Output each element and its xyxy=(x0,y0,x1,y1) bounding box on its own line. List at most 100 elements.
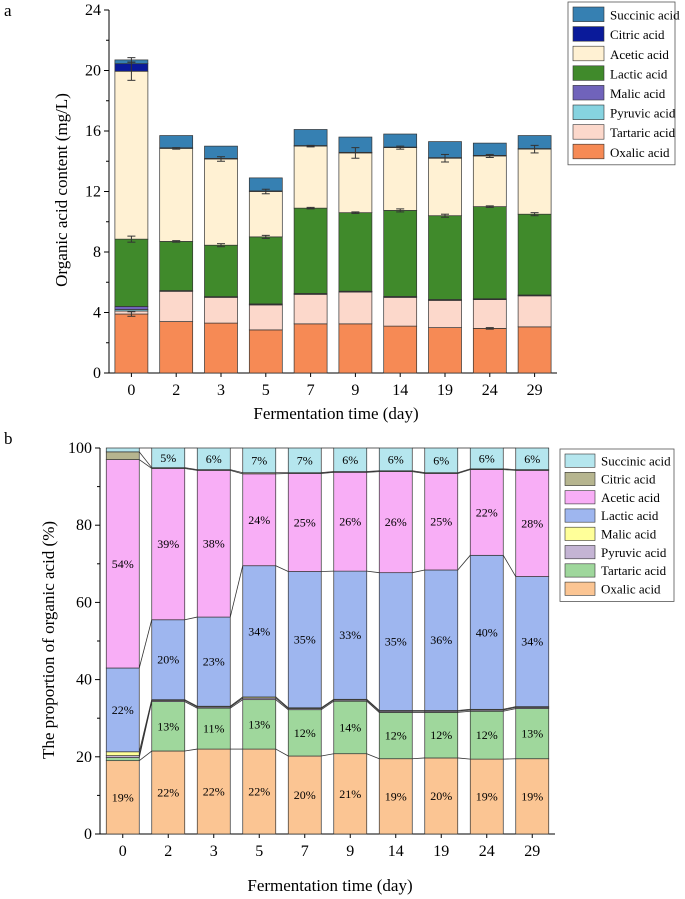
chart-a-legend-label-citric-acid: Citric acid xyxy=(610,27,665,42)
chart-b-bar-tartaric-acid-7 xyxy=(287,709,322,757)
chart-b-bar-oxalic-acid-29 xyxy=(515,758,550,835)
chart-b-connector-line xyxy=(412,757,425,760)
chart-b-legend-label-acetic-acid: Acetic acid xyxy=(601,490,660,505)
chart-b-legend-swatch-citric-acid xyxy=(564,471,596,486)
chart-b-connector-line xyxy=(503,708,516,712)
chart-a-legend-label-oxalic-acid: Oxalic acid xyxy=(610,145,670,160)
chart-a-bar-lactic-acid-7 xyxy=(293,207,328,294)
chart-b-bar-lactic-acid-2 xyxy=(151,619,186,701)
chart-b-data-label: 19% xyxy=(476,790,498,804)
chart-b-connector-line xyxy=(275,697,289,709)
chart-a-xtick-label: 5 xyxy=(262,382,270,399)
chart-b-bar-lactic-acid-7 xyxy=(287,571,322,709)
chart-a-ytick-label: 20 xyxy=(85,63,101,80)
chart-b-data-label: 6% xyxy=(479,451,495,465)
chart-a-bar-lactic-acid-0 xyxy=(114,238,149,307)
chart-b-connector-line xyxy=(457,710,471,713)
chart-a-bar-acetic-acid-0 xyxy=(114,70,149,240)
chart-b-connector-line xyxy=(184,701,198,709)
chart-b-bar-succinic-acid-24 xyxy=(469,447,504,470)
chart-b-data-label: 35% xyxy=(385,635,407,649)
chart-a-xtick-label: 7 xyxy=(307,382,315,399)
chart-b-data-label: 7% xyxy=(297,453,313,467)
chart-b-data-label: 25% xyxy=(294,515,316,529)
chart-a-xtick-label: 3 xyxy=(217,382,225,399)
chart-b-data-label: 34% xyxy=(248,624,270,638)
chart-b-bar-acetic-acid-9 xyxy=(333,471,368,572)
chart-b-data-label: 20% xyxy=(157,653,179,667)
chart-a-bar-acetic-acid-2 xyxy=(159,148,194,242)
chart-b-connector-line xyxy=(457,708,471,711)
chart-b-bar-tartaric-acid-19 xyxy=(424,712,459,759)
chart-a-bar-tartaric-acid-5 xyxy=(248,304,283,331)
chart-a-ytick-label: 8 xyxy=(93,244,101,261)
chart-b-connector-line xyxy=(321,753,334,757)
chart-b-connector-line xyxy=(457,469,471,474)
chart-b-connector-line xyxy=(230,469,243,474)
chart-b-legend-label-succinic-acid: Succinic acid xyxy=(601,453,671,468)
chart-a-bar-acetic-acid-5 xyxy=(248,191,283,238)
chart-a-bar-oxalic-acid-5 xyxy=(248,329,283,374)
chart-b-legend-swatch-tartaric-acid xyxy=(564,563,596,578)
chart-a-bar-lactic-acid-2 xyxy=(159,241,194,291)
chart-a-bar-succinic-acid-24 xyxy=(472,142,507,156)
chart-b-bar-acetic-acid-5 xyxy=(242,473,277,567)
chart-a-bar-acetic-acid-9 xyxy=(338,152,373,214)
chart-b-bar-succinic-acid-3 xyxy=(196,447,231,470)
chart-b-connector-line xyxy=(503,707,516,711)
chart-a-bar-lactic-acid-3 xyxy=(204,244,238,297)
chart-b-connector-line xyxy=(366,700,380,713)
chart-b-bar-succinic-acid-14 xyxy=(378,447,413,472)
chart-a-bar-tartaric-acid-7 xyxy=(293,294,328,325)
chart-b: 0 20 40 60 80 100 0 2 3 5 7 9 14 19 24 29 The proportio… xyxy=(39,440,675,895)
chart-b-bar-tartaric-acid-3 xyxy=(196,707,231,750)
chart-b-connector-line xyxy=(184,700,198,708)
chart-b-connector-line xyxy=(457,555,471,571)
chart-b-bar-tartaric-acid-0 xyxy=(105,757,140,762)
chart-b-bar-acetic-acid-14 xyxy=(378,471,413,574)
chart-b-connector-line xyxy=(230,699,243,709)
chart-b-data-label: 38% xyxy=(203,537,225,551)
chart-b-data-label: 12% xyxy=(476,728,498,742)
chart-a-bar-lactic-acid-19 xyxy=(428,215,462,300)
chart-a-xtick-label: 0 xyxy=(127,382,135,399)
chart-a-bar-lactic-acid-9 xyxy=(338,212,373,292)
chart-b-bar-lactic-acid-3 xyxy=(196,616,231,707)
chart-b-bar-oxalic-acid-14 xyxy=(378,758,413,835)
chart-a-legend-label-acetic-acid: Acetic acid xyxy=(610,47,669,62)
chart-a-ytick-label: 16 xyxy=(85,123,101,140)
chart-b-connector-line xyxy=(412,569,425,574)
chart-a-bar-tartaric-acid-19 xyxy=(428,300,462,328)
chart-b-bar-acetic-acid-0 xyxy=(105,459,140,669)
chart-b-connector-line xyxy=(503,469,516,471)
chart-a-bar-succinic-acid-2 xyxy=(159,135,194,149)
chart-b-bar-lactic-acid-19 xyxy=(424,569,459,711)
chart-a-legend-swatch-citric-acid xyxy=(572,26,605,42)
chart-a-bar-oxalic-acid-9 xyxy=(338,323,373,374)
chart-a-bar-tartaric-acid-29 xyxy=(517,295,552,328)
chart-a-ylabel: Organic acid content (mg/L) xyxy=(52,93,71,287)
chart-b-data-label: 26% xyxy=(339,515,361,529)
chart-b-ylabel: The proportion of organic acid (%) xyxy=(39,521,58,759)
chart-a-ytick-label: 4 xyxy=(93,305,101,322)
chart-b-bar-succinic-acid-29 xyxy=(515,447,550,470)
chart-b-connector-line xyxy=(184,748,198,752)
chart-a-xtick-label: 24 xyxy=(482,382,498,399)
chart-b-bar-succinic-acid-5 xyxy=(242,447,277,474)
chart-b-bar-succinic-acid-2 xyxy=(151,447,186,469)
chart-b-bar-tartaric-acid-9 xyxy=(333,700,368,755)
chart-b-bar-acetic-acid-2 xyxy=(151,468,186,621)
chart-b-legend-label-citric-acid: Citric acid xyxy=(601,472,656,487)
chart-b-bar-succinic-acid-7 xyxy=(287,447,322,474)
chart-b-data-label: 28% xyxy=(521,516,543,530)
chart-b-data-label: 54% xyxy=(112,557,134,571)
chart-b-connector-line xyxy=(275,748,289,757)
chart-a-bar-acetic-acid-29 xyxy=(517,148,552,215)
chart-b-xtick-label: 0 xyxy=(119,843,127,860)
chart-a-legend-label-lactic-acid: Lactic acid xyxy=(610,66,668,81)
chart-b-bar-succinic-acid-9 xyxy=(333,447,368,472)
chart-b-data-label: 19% xyxy=(521,789,543,803)
chart-b-bar-oxalic-acid-24 xyxy=(469,758,504,835)
chart-b-data-label: 36% xyxy=(430,633,452,647)
